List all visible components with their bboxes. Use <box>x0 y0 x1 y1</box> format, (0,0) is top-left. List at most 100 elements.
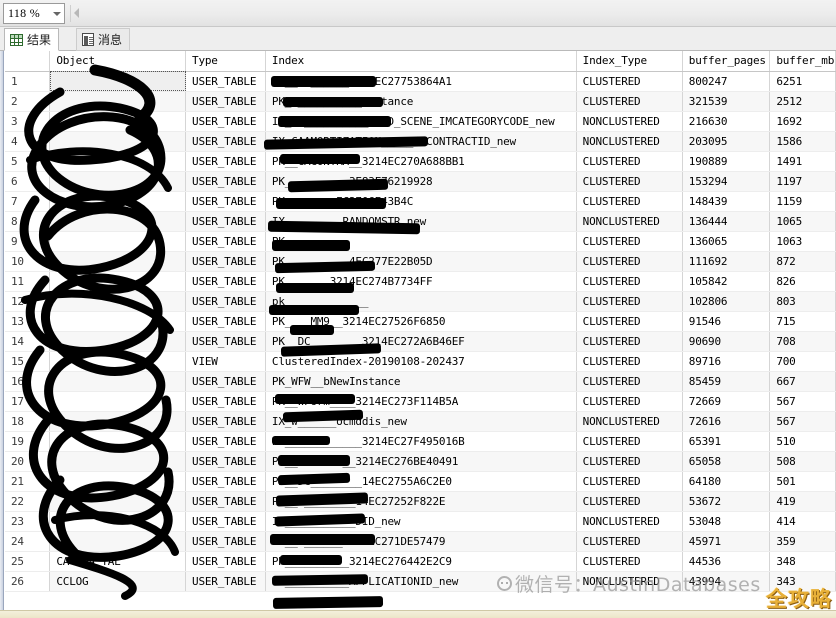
row-number-cell[interactable]: 22 <box>5 491 51 512</box>
type-cell[interactable]: USER_TABLE <box>185 231 266 252</box>
buffer-pages-cell[interactable]: 136444 <box>682 211 771 232</box>
index-type-cell[interactable]: CLUSTERED <box>576 251 683 272</box>
object-cell[interactable] <box>49 211 187 232</box>
type-cell[interactable]: USER_TABLE <box>185 571 266 592</box>
index-type-cell[interactable]: CLUSTERED <box>576 531 683 552</box>
table-row[interactable]: 23 USER_TABLE IX___________DID_new NONCLUST… <box>5 511 836 532</box>
column-header-index-type[interactable]: Index_Type <box>576 51 683 72</box>
row-number-cell[interactable]: 16 <box>5 371 51 392</box>
type-cell[interactable]: USER_TABLE <box>185 151 266 172</box>
type-cell[interactable]: USER_TABLE <box>185 191 266 212</box>
object-cell[interactable] <box>49 431 187 452</box>
index-type-cell[interactable]: CLUSTERED <box>576 311 683 332</box>
type-cell[interactable]: USER_TABLE <box>185 411 266 432</box>
table-row[interactable]: 19 USER_TABLE PK____________3214EC27F49501… <box>5 431 836 452</box>
buffer-mb-cell[interactable]: 348 <box>769 551 836 572</box>
triangle-left-icon[interactable] <box>74 8 79 18</box>
object-cell[interactable] <box>49 511 187 532</box>
column-header-type[interactable]: Type <box>185 51 266 72</box>
row-number-cell[interactable]: 24 <box>5 531 51 552</box>
buffer-pages-cell[interactable]: 136065 <box>682 231 771 252</box>
buffer-mb-cell[interactable]: 501 <box>769 471 836 492</box>
index-type-cell[interactable]: CLUSTERED <box>576 451 683 472</box>
index-type-cell[interactable]: CLUSTERED <box>576 151 683 172</box>
type-cell[interactable]: USER_TABLE <box>185 171 266 192</box>
index-type-cell[interactable]: NONCLUSTERED <box>576 411 683 432</box>
table-row[interactable]: 1 USER_TABLE PK__IM______3214EC27753864A1 C… <box>5 71 836 92</box>
buffer-pages-cell[interactable]: 64180 <box>682 471 771 492</box>
row-number-cell[interactable]: 10 <box>5 251 51 272</box>
buffer-pages-cell[interactable]: 153294 <box>682 171 771 192</box>
buffer-pages-cell[interactable]: 53048 <box>682 511 771 532</box>
object-cell[interactable] <box>49 331 187 352</box>
table-row[interactable]: 8 USER_TABLE IX_________RANDOMSTR_new NONCL… <box>5 211 836 232</box>
buffer-mb-cell[interactable]: 510 <box>769 431 836 452</box>
buffer-pages-cell[interactable]: 102806 <box>682 291 771 312</box>
table-row[interactable]: 11 USER_TABLE PK_______3214EC274B7734FF CLU… <box>5 271 836 292</box>
row-number-cell[interactable]: 11 <box>5 271 51 292</box>
buffer-mb-cell[interactable]: 667 <box>769 371 836 392</box>
buffer-pages-cell[interactable]: 72616 <box>682 411 771 432</box>
row-number-cell[interactable]: 13 <box>5 311 51 332</box>
index-cell[interactable]: IX_CAAMORTIZATION_____CACONTRACTID_new <box>265 131 577 152</box>
zoom-level-combobox[interactable]: 118 % <box>3 3 65 24</box>
buffer-mb-cell[interactable]: 1586 <box>769 131 836 152</box>
buffer-pages-cell[interactable]: 65058 <box>682 451 771 472</box>
column-header-rownum[interactable] <box>5 51 51 72</box>
index-cell[interactable]: PK__________3E83F76219928 <box>265 171 577 192</box>
buffer-pages-cell[interactable]: 105842 <box>682 271 771 292</box>
table-row[interactable]: 22 USER_TABLE PK__D________14EC27252F822E C… <box>5 491 836 512</box>
type-cell[interactable]: USER_TABLE <box>185 131 266 152</box>
type-cell[interactable]: USER_TABLE <box>185 91 266 112</box>
index-type-cell[interactable]: CLUSTERED <box>576 331 683 352</box>
index-cell[interactable]: PK____________3214EC27F495016B <box>265 431 577 452</box>
table-row[interactable]: 5 USER_TABLE PK__CACONTRA__3214EC270A688BB… <box>5 151 836 172</box>
table-row[interactable]: 25 CA INA TAL USER_TABLE PK__________3214EC… <box>5 551 836 572</box>
buffer-pages-cell[interactable]: 91546 <box>682 311 771 332</box>
column-header-index[interactable]: Index <box>265 51 577 72</box>
object-cell[interactable] <box>49 531 187 552</box>
row-number-cell[interactable]: 21 <box>5 471 51 492</box>
type-cell[interactable]: VIEW <box>185 351 266 372</box>
row-number-cell[interactable]: 1 <box>5 71 51 92</box>
buffer-mb-cell[interactable]: 567 <box>769 391 836 412</box>
table-row[interactable]: 7 USER_TABLE PK________EC2706E43B4C CLUSTER… <box>5 191 836 212</box>
object-cell[interactable]: CA INA TAL <box>49 551 187 572</box>
buffer-mb-cell[interactable]: 708 <box>769 331 836 352</box>
table-row[interactable]: 12 USER_TABLE pk_____________ CLUSTERED 1028… <box>5 291 836 312</box>
row-number-cell[interactable]: 25 <box>5 551 51 572</box>
object-cell[interactable] <box>49 311 187 332</box>
buffer-pages-cell[interactable]: 44536 <box>682 551 771 572</box>
type-cell[interactable]: USER_TABLE <box>185 451 266 472</box>
buffer-pages-cell[interactable]: 90690 <box>682 331 771 352</box>
buffer-pages-cell[interactable]: 72669 <box>682 391 771 412</box>
table-row[interactable]: 14 USER_TABLE PK__DC________3214EC272A6B46… <box>5 331 836 352</box>
type-cell[interactable]: USER_TABLE <box>185 251 266 272</box>
object-cell[interactable] <box>49 231 187 252</box>
table-row[interactable]: 21 USER_TABLE PK__DC________14EC2755A6C2E0… <box>5 471 836 492</box>
buffer-mb-cell[interactable]: 1159 <box>769 191 836 212</box>
index-type-cell[interactable]: CLUSTERED <box>576 371 683 392</box>
index-cell[interactable]: PK________ <box>265 231 577 252</box>
buffer-mb-cell[interactable]: 1065 <box>769 211 836 232</box>
index-cell[interactable]: IX_w______ocmddis_new <box>265 411 577 432</box>
buffer-pages-cell[interactable]: 148439 <box>682 191 771 212</box>
buffer-pages-cell[interactable]: 216630 <box>682 111 771 132</box>
object-cell[interactable] <box>49 411 187 432</box>
table-row[interactable]: 10 USER_TABLE PK__________4EC277E22B05D CLU… <box>5 251 836 272</box>
index-cell[interactable]: PK__WForm____3214EC273F114B5A <box>265 391 577 412</box>
table-row[interactable]: 26 CCLOG USER_TABLE IX__________APPLICATION… <box>5 571 836 592</box>
index-cell[interactable]: PK__W______3214EC271DE57479 <box>265 531 577 552</box>
index-cell[interactable]: PK_______3214EC274B7734FF <box>265 271 577 292</box>
tab-messages[interactable]: 消息 <box>76 28 131 51</box>
index-cell[interactable]: PK__D________14EC27252F822E <box>265 491 577 512</box>
index-cell[interactable]: PK_W__________Instance <box>265 91 577 112</box>
type-cell[interactable]: USER_TABLE <box>185 491 266 512</box>
index-type-cell[interactable]: CLUSTERED <box>576 231 683 252</box>
table-row[interactable]: 2 USER_TABLE PK_W__________Instance CLUSTER… <box>5 91 836 112</box>
row-number-cell[interactable]: 2 <box>5 91 51 112</box>
object-cell[interactable] <box>49 251 187 272</box>
row-number-cell[interactable]: 7 <box>5 191 51 212</box>
table-row[interactable]: 15 VIEW ClusteredIndex-20190108-202437 CLUS… <box>5 351 836 372</box>
row-number-cell[interactable]: 18 <box>5 411 51 432</box>
